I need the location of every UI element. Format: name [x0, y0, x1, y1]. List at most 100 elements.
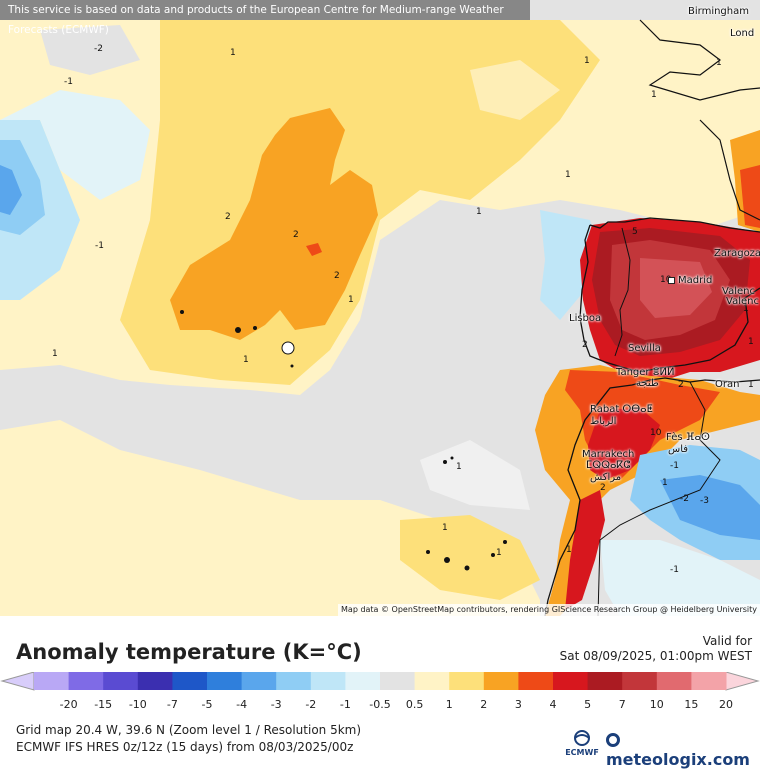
- contour-label: 1: [230, 48, 236, 58]
- legend-swatch: [380, 672, 416, 690]
- city-marrakech-arabic: مراكش: [590, 472, 621, 483]
- city-rabat[interactable]: Rabat ⵔⴱⴰⵟ: [590, 404, 653, 415]
- city-sevilla[interactable]: Sevilla: [628, 343, 661, 354]
- city-label: طنجة: [636, 378, 659, 389]
- zone-1-to-2-canaries: [400, 515, 540, 600]
- island-outlines: [180, 310, 507, 571]
- city-birmingham[interactable]: Birmingham: [688, 6, 749, 17]
- grid-info: Grid map 20.4 W, 39.6 N (Zoom level 1 / …: [16, 723, 362, 737]
- contour-label: 1: [584, 56, 590, 66]
- contour-label: 1: [566, 545, 572, 555]
- color-legend: -20 -15 -10 -7 -5 -4 -3 -2 -1 -0.5 0.5 1 2 3 4 5 7 10 15 20: [0, 671, 760, 712]
- zone-10-plus-iberia: [640, 258, 712, 318]
- contour-label: 1: [565, 170, 571, 180]
- france-west-coast: [699, 119, 760, 221]
- legend-tick-label: 5: [584, 698, 591, 711]
- city-zaragoza[interactable]: Zaragoza: [714, 248, 760, 259]
- city-london[interactable]: Lond: [730, 28, 754, 39]
- city-tanger[interactable]: Tanger ⴻⵍⵍ: [616, 367, 675, 378]
- city-valencia-alt[interactable]: Valenc: [726, 296, 759, 307]
- zone-3-to-4-atlantic: [306, 243, 322, 256]
- city-label: Sevilla: [628, 343, 661, 354]
- contour-label: 2: [293, 230, 299, 240]
- contour-label: 10: [660, 275, 672, 285]
- legend-swatch: [310, 672, 346, 690]
- contour-label: 2: [600, 483, 606, 493]
- city-valencia[interactable]: Valenc: [722, 286, 755, 297]
- legend-tick-label: 10: [650, 698, 664, 711]
- morocco-coast: [544, 377, 760, 616]
- temperature-anomaly-field: [0, 0, 760, 616]
- city-marker-icon: [668, 276, 675, 284]
- legend-swatch: [622, 672, 658, 690]
- legend-tick-label: -2: [305, 698, 316, 711]
- ecmwf-logo[interactable]: ECMWF: [560, 730, 604, 757]
- city-label: Marrakech: [582, 449, 635, 460]
- contour-label: 1: [52, 349, 58, 359]
- city-label: Oran: [715, 379, 740, 390]
- legend-swatch: [691, 672, 727, 690]
- legend-swatch: [587, 672, 623, 690]
- map-title: Anomaly temperature (K=°C): [16, 640, 362, 664]
- zone-2-to-3-atlantic: [170, 108, 378, 340]
- legend-bar: -20 -15 -10 -7 -5 -4 -3 -2 -1 -0.5 0.5 1 2 3 4 5 7 10 15 20: [0, 671, 760, 711]
- map-attribution[interactable]: Map data © OpenStreetMap contributors, r…: [338, 604, 760, 616]
- city-label: Madrid: [678, 275, 713, 286]
- city-label: Valenc: [726, 296, 759, 307]
- contour-label: 1: [743, 304, 749, 314]
- morocco-algeria-border: [597, 381, 721, 616]
- british-isles-coast: [639, 19, 760, 101]
- meteologix-logo[interactable]: meteologix.com: [606, 731, 760, 769]
- legend-tick-label: -5: [202, 698, 213, 711]
- zone-4-to-5-morocco: [588, 408, 660, 480]
- city-label: Tanger ⴻⵍⵍ: [616, 367, 675, 378]
- iberia-west-south-coast: [579, 224, 760, 373]
- legend-low-arrow: [0, 671, 35, 691]
- legend-tick-label: 2: [480, 698, 487, 711]
- legend-swatch: [207, 672, 243, 690]
- contour-label: -1: [670, 565, 679, 575]
- map-area[interactable]: This service is based on data and produc…: [0, 0, 760, 616]
- legend-swatch: [483, 672, 519, 690]
- legend-tick-label: -0.5: [369, 698, 390, 711]
- contour-label: 2: [225, 212, 231, 222]
- legend-swatch: [241, 672, 277, 690]
- zone-minus3-west: [0, 165, 22, 215]
- legend-swatch: [345, 672, 381, 690]
- legend-swatch: [103, 672, 139, 690]
- legend-swatch: [276, 672, 312, 690]
- legend-tick-label: 7: [619, 698, 626, 711]
- legend-tick-label: -10: [129, 698, 147, 711]
- contour-label: 1: [651, 90, 657, 100]
- contour-label: 1: [243, 355, 249, 365]
- legend-tick-label: -15: [94, 698, 112, 711]
- contour-label: 1: [748, 380, 754, 390]
- valid-time-block: Valid for Sat 08/09/2025, 01:00pm WEST: [560, 634, 752, 664]
- zone-0p5-to-1-south: [0, 420, 540, 616]
- city-oran[interactable]: Oran: [715, 379, 739, 390]
- legend-tick-label: -7: [167, 698, 178, 711]
- contour-label: -3: [700, 496, 709, 506]
- zone-light-north-atlantic: [470, 60, 560, 120]
- legend-tick-label: 15: [684, 698, 698, 711]
- city-label: Valenc: [722, 286, 755, 297]
- city-marrakech[interactable]: Marrakech: [582, 449, 634, 460]
- legend-swatch: [656, 672, 692, 690]
- valid-time: Sat 08/09/2025, 01:00pm WEST: [559, 649, 752, 663]
- contour-label: 2: [678, 380, 684, 390]
- city-lisboa[interactable]: Lisboa: [569, 313, 601, 324]
- legend-swatch: [553, 672, 589, 690]
- city-madrid[interactable]: Madrid: [668, 275, 712, 286]
- legend-swatch: [518, 672, 554, 690]
- legend-tick-label: -20: [60, 698, 78, 711]
- city-label: Fès ⴼⴰⵙ: [666, 432, 710, 443]
- contour-label: -1: [95, 241, 104, 251]
- legend-tick-label: -3: [271, 698, 282, 711]
- zone-minus3-atlas: [660, 475, 760, 540]
- contour-label: 5: [632, 227, 638, 237]
- ecmwf-banner: This service is based on data and produc…: [0, 0, 530, 36]
- city-fes[interactable]: Fès ⴼⴰⵙ: [666, 432, 710, 443]
- city-label: Lisboa: [569, 313, 602, 324]
- contour-label: 1: [476, 207, 482, 217]
- contour-label: 2: [582, 340, 588, 350]
